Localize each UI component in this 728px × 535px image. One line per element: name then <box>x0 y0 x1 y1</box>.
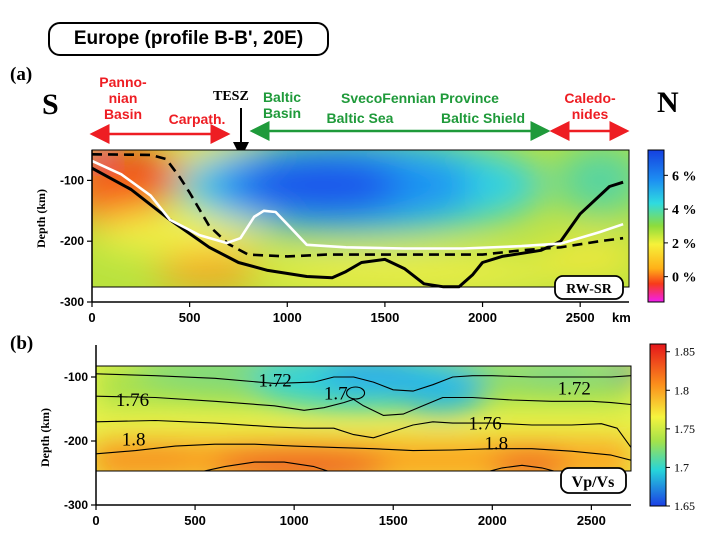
figure-title: Europe (profile B-B', 20E) <box>48 22 329 56</box>
contour-line <box>96 419 631 448</box>
x-tick-label: 500 <box>184 513 206 528</box>
y-tick-label: -200 <box>64 434 88 448</box>
region-baltic-basin: Baltic Basin <box>262 89 302 121</box>
panel-b-ticks: 0 500 1000 1500 2000 2500 -100 -200 -300 <box>64 370 606 528</box>
panel-b-badge <box>560 467 627 494</box>
contour-label: 1.72 <box>558 378 591 399</box>
region-svecofennian: SvecoFennian Province <box>341 90 499 106</box>
region-carpathians: Carpath. <box>168 111 226 127</box>
panel-a-ticks: 0 500 1000 1500 2000 2500 -100 -200 -300 <box>60 173 595 325</box>
direction-north: N <box>657 86 679 119</box>
x-tick-label: 0 <box>88 310 95 325</box>
panel-b-heatmap <box>96 366 631 471</box>
x-tick-label: 2000 <box>478 513 507 528</box>
y-tick-label: -100 <box>64 370 88 384</box>
region-pannonian-basin: Panno- nian Basin <box>99 74 147 122</box>
colorbar-tick-label: 6 % <box>672 169 697 184</box>
panel-b-contour-labels: 1.721.71.761.81.761.81.72 <box>116 371 591 455</box>
solid-white-line <box>91 159 624 250</box>
panel-b-contours <box>96 373 631 471</box>
panel-a-xlabel: km <box>612 310 631 325</box>
panel-a-badge-text: RW-SR <box>566 282 613 297</box>
y-tick-label: -300 <box>64 498 88 512</box>
panel-a-badge <box>554 275 624 300</box>
x-tick-label: 0 <box>92 513 99 528</box>
x-tick-label: 2500 <box>577 513 606 528</box>
contour-label: 1.8 <box>484 433 508 454</box>
contour-line <box>96 373 631 392</box>
dashed-black-line <box>91 153 624 258</box>
region-caledonides: Caledo- nides <box>564 90 616 122</box>
panel-b-ylabel: Depth (km) <box>38 408 52 467</box>
x-tick-label: 1000 <box>273 310 302 325</box>
contour-line <box>96 443 631 461</box>
x-tick-label: 1000 <box>280 513 309 528</box>
contour-line <box>96 395 631 416</box>
contour-label: 1.8 <box>122 429 146 450</box>
contour-loop <box>346 386 366 400</box>
colorbar-tick-label: 0 % <box>672 271 697 286</box>
contour-label: 1.72 <box>258 371 291 392</box>
panel-a-colorbar-ticks: 6 % 4 % 2 % 0 % <box>664 169 697 286</box>
panel-a-lines <box>91 153 624 289</box>
colorbar-tick-label: 1.7 <box>674 460 689 474</box>
contour-line <box>201 461 330 471</box>
x-tick-label: 500 <box>179 310 201 325</box>
contour-label: 1.76 <box>116 390 149 411</box>
panel-b-colorbar <box>649 343 667 507</box>
contour-label: 1.7 <box>324 383 348 404</box>
x-tick-label: 1500 <box>370 310 399 325</box>
contour-line <box>487 464 557 471</box>
direction-south: S <box>42 88 59 121</box>
panel-a-label: (a) <box>10 64 33 85</box>
colorbar-tick-label: 2 % <box>672 237 697 252</box>
colorbar-tick-label: 1.65 <box>674 499 695 513</box>
colorbar-tick-label: 4 % <box>672 203 697 218</box>
region-tesz: TESZ <box>213 89 249 104</box>
panel-a-heatmap <box>92 150 629 287</box>
panel-b-colorbar-ticks: 1.85 1.8 1.75 1.7 1.65 <box>666 345 695 513</box>
y-tick-label: -100 <box>60 173 84 187</box>
x-tick-label: 2500 <box>566 310 595 325</box>
contour-label: 1.76 <box>469 413 502 434</box>
panel-b-badge-text: Vp/Vs <box>572 474 615 491</box>
panel-b-label: (b) <box>10 333 34 354</box>
colorbar-tick-label: 1.85 <box>674 345 695 359</box>
colorbar-tick-label: 1.8 <box>674 383 689 397</box>
y-tick-label: -200 <box>60 234 84 248</box>
y-tick-label: -300 <box>60 295 84 309</box>
panel-a-ylabel: Depth (km) <box>34 189 48 248</box>
x-tick-label: 2000 <box>468 310 497 325</box>
x-tick-label: 1500 <box>379 513 408 528</box>
panel-a-colorbar <box>647 149 665 303</box>
colorbar-tick-label: 1.75 <box>674 422 695 436</box>
